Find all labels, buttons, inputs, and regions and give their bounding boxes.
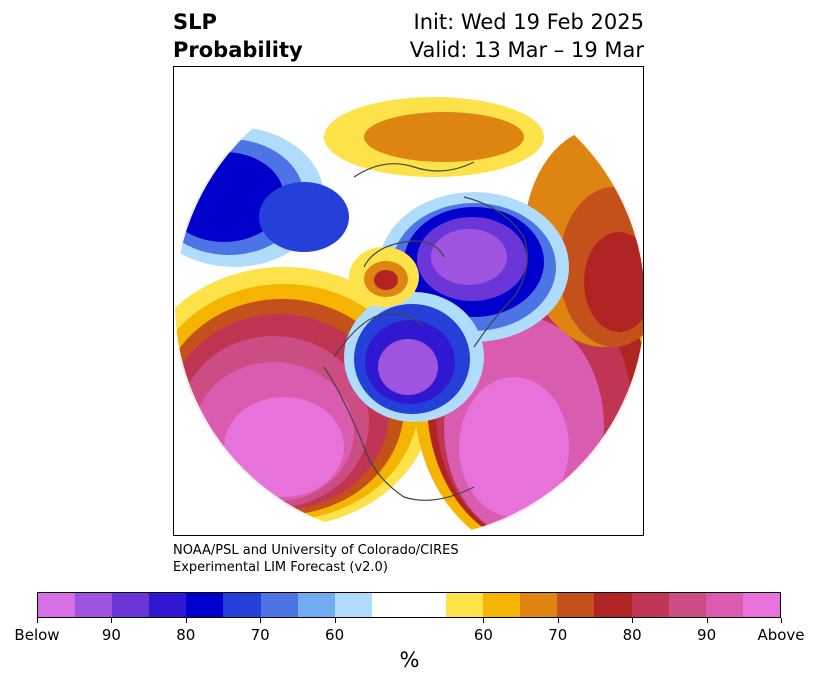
- colorbar-tick-label: 80: [622, 626, 642, 644]
- colorbar-swatch: [186, 593, 224, 617]
- colorbar-swatch: [446, 593, 484, 617]
- colorbar-swatch: [260, 593, 298, 617]
- colorbar-swatch: [223, 593, 261, 617]
- colorbar: [37, 592, 781, 618]
- colorbar-swatch: [742, 593, 780, 617]
- colorbar-swatch: [668, 593, 706, 617]
- colorbar-tick-label: 70: [250, 626, 270, 644]
- colorbar-tick-mark: [632, 618, 634, 623]
- colorbar-swatch: [594, 593, 632, 617]
- colorbar-tick-label: Above: [757, 626, 805, 644]
- probability-map-svg: [174, 67, 643, 535]
- init-date: Init: Wed 19 Feb 2025: [413, 10, 644, 34]
- colorbar-swatch: [483, 593, 521, 617]
- colorbar-unit: %: [399, 648, 420, 672]
- forecast-dates: Init: Wed 19 Feb 2025 Valid: 13 Mar – 19…: [410, 8, 644, 64]
- colorbar-swatch: [112, 593, 150, 617]
- credit-text: NOAA/PSL and University of Colorado/CIRE…: [173, 542, 459, 576]
- colorbar-tick-label: 90: [697, 626, 717, 644]
- colorbar-tick-mark: [334, 618, 336, 623]
- map-boundary: [174, 67, 643, 535]
- colorbar-tick-mark: [260, 618, 262, 623]
- probability-field: [174, 67, 643, 535]
- colorbar-tick-mark: [557, 618, 559, 623]
- coastlines: [323, 161, 528, 501]
- credit-line-2: Experimental LIM Forecast (v2.0): [173, 560, 388, 575]
- colorbar-swatch: [371, 593, 409, 617]
- colorbar-tick-mark: [483, 618, 485, 623]
- colorbar-tick-mark: [185, 618, 187, 623]
- colorbar-tick-label: 80: [176, 626, 196, 644]
- polar-map: [173, 66, 644, 536]
- colorbar-ticks: Below 90 80 70 60 60 70 80 90 Above: [0, 626, 819, 646]
- title-quantity: Probability: [173, 38, 303, 62]
- colorbar-swatch: [705, 593, 743, 617]
- colorbar-tick-label: 70: [548, 626, 568, 644]
- title-variable: SLP: [173, 10, 217, 34]
- valid-range: Valid: 13 Mar – 19 Mar: [409, 38, 644, 62]
- colorbar-swatch: [631, 593, 669, 617]
- colorbar-swatch: [75, 593, 113, 617]
- colorbar-swatch: [334, 593, 372, 617]
- map-title: SLP Probability: [173, 8, 303, 64]
- colorbar-tick-label: 60: [325, 626, 345, 644]
- colorbar-swatch: [297, 593, 335, 617]
- credit-line-1: NOAA/PSL and University of Colorado/CIRE…: [173, 543, 459, 558]
- colorbar-swatch: [520, 593, 558, 617]
- colorbar-tick-label: Below: [14, 626, 60, 644]
- colorbar-swatch: [149, 593, 187, 617]
- colorbar-tick-mark: [781, 618, 782, 623]
- colorbar-tick-label: 90: [101, 626, 121, 644]
- colorbar-tick-label: 60: [473, 626, 493, 644]
- colorbar-tick-mark: [37, 618, 38, 623]
- colorbar-swatch: [408, 593, 447, 617]
- colorbar-swatch: [557, 593, 595, 617]
- colorbar-tick-mark: [706, 618, 708, 623]
- colorbar-tick-mark: [111, 618, 113, 623]
- colorbar-swatch: [38, 593, 76, 617]
